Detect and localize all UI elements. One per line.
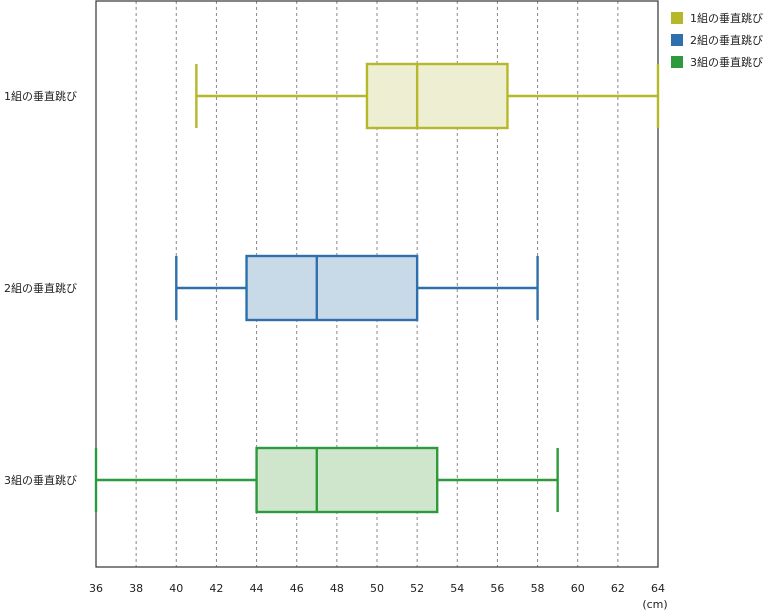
x-tick-label: 38 [129,582,143,595]
category-label: 1組の垂直跳び [4,89,77,103]
legend-item: 1組の垂直跳び [671,11,763,25]
legend-label: 3組の垂直跳び [690,55,763,69]
legend-item: 3組の垂直跳び [671,55,763,69]
x-tick-label: 62 [611,582,625,595]
category-label: 2組の垂直跳び [4,281,77,295]
plot-frame [95,0,659,568]
iqr-box [255,446,439,514]
box-group [195,62,660,130]
x-tick-label: 48 [330,582,344,595]
iqr-box [365,62,509,130]
x-tick-label: 50 [370,582,384,595]
box-group [175,254,539,322]
x-axis-ticks: 36 38 40 42 44 46 48 50 52 54 56 58 60 62 64 [89,582,665,595]
x-tick-label: 42 [209,582,223,595]
box-series [94,62,660,514]
category-labels: 1組の垂直跳び 2組の垂直跳び 3組の垂直跳び [4,89,77,487]
x-tick-label: 60 [571,582,585,595]
legend-label: 2組の垂直跳び [690,33,763,47]
legend: 1組の垂直跳び 2組の垂直跳び 3組の垂直跳び [671,11,763,69]
legend-swatch [671,12,683,24]
legend-swatch [671,56,683,68]
x-tick-label: 56 [490,582,504,595]
x-axis-unit-label: (cm) [642,598,667,611]
x-tick-label: 64 [651,582,665,595]
x-tick-label: 44 [250,582,264,595]
x-tick-label: 58 [531,582,545,595]
x-tick-label: 54 [450,582,464,595]
category-label: 3組の垂直跳び [4,473,77,487]
iqr-box [245,254,419,322]
legend-label: 1組の垂直跳び [690,11,763,25]
x-tick-label: 46 [290,582,304,595]
x-tick-label: 40 [169,582,183,595]
legend-item: 2組の垂直跳び [671,33,763,47]
legend-swatch [671,34,683,46]
box-group [94,446,559,514]
x-tick-label: 52 [410,582,424,595]
x-tick-label: 36 [89,582,103,595]
